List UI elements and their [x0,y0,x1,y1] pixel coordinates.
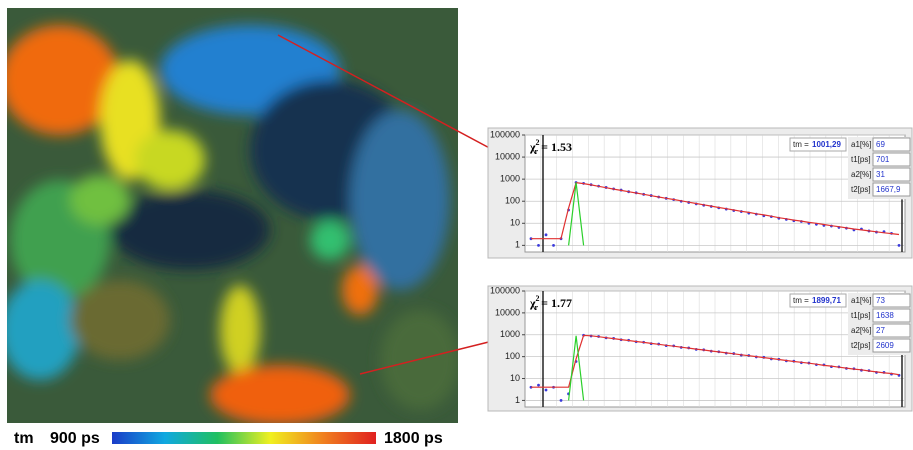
y-tick-label: 100 [505,351,520,361]
tm-label: tm = [793,296,809,305]
param-label: t2[ps] [851,185,871,194]
chi-part: χ [529,296,536,310]
image-blob [70,280,170,360]
image-blob [350,110,450,290]
tm-value: 1899,71 [812,296,841,305]
param-value: 701 [876,155,890,164]
param-box [872,323,911,338]
param-box [872,167,911,182]
data-point [897,243,901,247]
tm-value: 1001,29 [812,140,841,149]
y-tick-label: 1 [515,240,520,250]
decay-chart: 1 10 100 1000 10000 100000 χ2 r = 1.53 tm = 1001,2… [487,127,913,259]
data-point [537,243,540,247]
decay-chart: 1 10 100 1000 10000 100000 χ2 r = 1.77 tm = 1899,7… [487,285,913,412]
image-blob [135,130,205,190]
data-point [559,399,563,402]
param-box [872,182,911,197]
param-label: t1[ps] [851,311,871,320]
param-value: 69 [876,140,885,149]
fit-line [568,335,585,401]
y-tick-label: 100000 [490,129,520,139]
param-box [872,152,911,167]
y-tick-label: 10 [510,373,520,383]
param-label: t1[ps] [851,155,871,164]
image-blob [70,175,130,225]
image-blob [380,310,458,410]
y-tick-label: 100000 [490,285,520,295]
chi-part: χ [529,140,536,154]
param-box [872,308,911,323]
image-blob [342,265,378,315]
chi-part: = 1.77 [541,296,572,310]
image-blob [7,280,80,380]
tm-box [789,137,847,152]
data-point [537,383,540,387]
param-label: t2[ps] [851,341,871,350]
colorbar-max: 1800 ps [384,430,443,447]
y-tick-label: 100 [505,196,520,206]
data-point [544,388,548,392]
param-box [872,293,911,308]
fit-line [568,182,585,246]
data-point [544,233,548,237]
tm-box [789,293,847,308]
param-value: 1667,9 [876,185,901,194]
chi-part: 2 [536,294,540,303]
image-blob [220,285,260,375]
chi-label: χ2 r = 1.53 [529,138,572,156]
flim-image [7,8,458,423]
param-value: 31 [876,170,885,179]
image-texture [7,25,458,423]
param-label: a1[%] [851,140,871,149]
fit-line [531,182,900,240]
y-tick-label: 10000 [495,307,520,317]
image-blob [110,190,270,270]
chi-part: r [535,303,539,312]
param-label: a1[%] [851,296,871,305]
y-tick-label: 1000 [500,174,520,184]
image-blob [7,25,120,135]
param-box [872,338,911,353]
param-label: a2[%] [851,326,871,335]
image-blob [210,365,350,423]
tm-label: tm = [793,140,809,149]
chi-part: r [535,147,539,156]
colorbar-label: tm [14,430,34,447]
colorbar-min: 900 ps [50,430,100,447]
y-tick-label: 1 [515,395,520,405]
y-tick-label: 1000 [500,329,520,339]
param-value: 2609 [876,341,894,350]
data-point [552,243,555,247]
chi-label: χ2 r = 1.77 [529,294,572,312]
image-blob [310,220,350,260]
param-value: 27 [876,326,885,335]
colorbar [112,432,376,444]
chi-part: = 1.53 [541,140,572,154]
param-box [872,137,911,152]
param-value: 73 [876,296,885,305]
y-tick-label: 10000 [495,151,520,161]
chi-part: 2 [536,138,540,147]
param-label: a2[%] [851,170,871,179]
fit-line [531,334,900,388]
param-value: 1638 [876,311,894,320]
y-tick-label: 10 [510,218,520,228]
